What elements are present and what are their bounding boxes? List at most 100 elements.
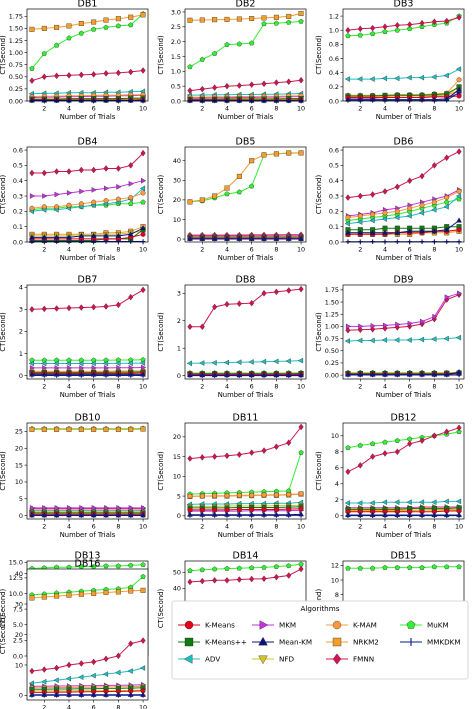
legend-title: Algorithms <box>301 604 340 613</box>
y-tick-label: 0.8 <box>329 41 339 49</box>
data-point-mmkdkm <box>140 513 146 518</box>
data-point-mmkdkm <box>29 692 35 698</box>
data-point-mkm <box>444 294 450 301</box>
data-point-mukm <box>370 441 376 447</box>
y-tick-label: 6 <box>335 464 339 472</box>
data-point-fmnn <box>29 77 35 84</box>
data-point-adv <box>369 337 375 344</box>
data-point-mmkdkm <box>345 97 351 103</box>
data-point-adv <box>394 337 400 343</box>
data-point-fmnn <box>103 165 109 172</box>
series-group <box>186 150 305 242</box>
data-point-fmnn <box>370 453 376 460</box>
data-point-mean-km <box>394 229 401 235</box>
data-point-nrkm2 <box>199 17 205 23</box>
data-point-fmnn <box>419 172 425 180</box>
data-point-mmkdkm <box>54 513 59 518</box>
y-axis-label: CT(Second) <box>0 312 7 352</box>
data-point-fmnn <box>456 148 462 155</box>
x-tick-label: 4 <box>383 383 387 391</box>
data-point-adv <box>139 185 146 192</box>
data-point-mmkdkm <box>382 513 388 518</box>
x-tick-label: 2 <box>42 704 46 709</box>
panel-title: DB7 <box>78 275 98 286</box>
data-point-mmkdkm <box>103 239 109 244</box>
series-line-k-means <box>189 506 302 509</box>
data-point-adv <box>443 203 449 210</box>
data-point-adv <box>369 217 375 224</box>
data-point-mmkdkm <box>41 692 47 698</box>
data-point-nrkm2 <box>103 17 109 23</box>
data-point-fmnn <box>249 449 255 456</box>
data-point-mukm <box>370 565 376 571</box>
y-tick-label: 0.5 <box>13 162 23 170</box>
x-axis-label: Number of Trials <box>376 254 432 262</box>
data-point-fmnn <box>66 661 72 669</box>
chart-panel-db11: DB11 0 5 10 15 20 2 4 6 8 10 Number of Trials CT(Sec… <box>157 413 307 539</box>
data-point-k-mam <box>29 205 35 211</box>
y-tick-label: 5 <box>19 495 23 503</box>
data-point-mmkdkm <box>370 97 375 103</box>
legend-label: MuKM <box>427 621 449 630</box>
y-tick-label: 0.6 <box>329 146 339 154</box>
data-point-nrkm2 <box>66 23 72 29</box>
data-point-mkm <box>382 322 389 329</box>
plot-frame <box>26 422 149 520</box>
y-tick-label: 1.75 <box>325 286 339 294</box>
data-point-mmkdkm <box>286 236 292 242</box>
data-point-mukm <box>224 191 230 197</box>
y-tick-label: 0.2 <box>329 83 339 91</box>
series-line-fmnn <box>347 151 460 199</box>
y-tick-label: 20 <box>15 631 23 639</box>
x-axis-label: Number of Trials <box>376 531 432 539</box>
series-line-k-means <box>347 510 460 513</box>
data-point-mkm <box>358 323 364 330</box>
data-point-adv <box>199 360 205 366</box>
x-tick-label: 6 <box>92 704 96 709</box>
plot-frame <box>184 146 307 243</box>
data-point-adv <box>41 678 47 685</box>
y-tick-label: 12 <box>331 562 339 570</box>
data-point-fmnn <box>419 19 425 27</box>
data-point-k-mam <box>419 202 425 208</box>
data-point-k-means <box>456 227 462 233</box>
data-point-mean-km <box>357 229 364 235</box>
data-point-mmkdkm <box>345 513 351 518</box>
data-point-adv <box>211 359 217 366</box>
data-point-mmkdkm <box>116 692 121 698</box>
data-point-k-mam <box>382 210 388 216</box>
data-point-fmnn <box>273 79 279 86</box>
x-tick-label: 8 <box>432 523 436 531</box>
series-line-k-means <box>31 371 144 373</box>
series-line-fmnn <box>347 427 460 473</box>
data-point-fmnn <box>236 576 242 583</box>
data-point-mukm <box>394 27 400 33</box>
data-point-nrkm2 <box>298 10 304 16</box>
series-line-k-means <box>347 229 460 235</box>
y-tick-label: 0.3 <box>329 192 339 200</box>
series-line-mukm <box>31 564 144 569</box>
series-line-mkm <box>347 189 460 217</box>
data-point-fmnn <box>54 72 60 80</box>
legend-marker-k-mam <box>332 620 342 630</box>
data-point-mmkdkm <box>199 236 205 242</box>
data-point-mukm <box>261 21 267 27</box>
data-point-fmnn <box>407 440 413 448</box>
y-axis-label: CT(Second) <box>157 589 165 629</box>
y-tick-label: 2 <box>19 328 23 336</box>
data-point-mukm <box>394 437 400 443</box>
series-line-k-means <box>31 233 144 240</box>
y-tick-label: 0 <box>335 512 339 520</box>
series-group <box>186 285 305 378</box>
series-line-mukm <box>347 15 460 37</box>
data-point-adv <box>418 336 425 343</box>
legend-label: Mean-KM <box>279 638 312 647</box>
data-point-fmnn <box>298 285 304 293</box>
panel-title: DB6 <box>394 137 414 148</box>
data-point-fmnn <box>199 577 205 585</box>
data-point-mmkdkm <box>199 513 205 518</box>
data-point-fmnn <box>66 72 72 79</box>
x-tick-label: 10 <box>139 105 147 113</box>
data-point-mmkdkm <box>249 373 254 378</box>
y-tick-label: 0.25 <box>325 359 339 367</box>
